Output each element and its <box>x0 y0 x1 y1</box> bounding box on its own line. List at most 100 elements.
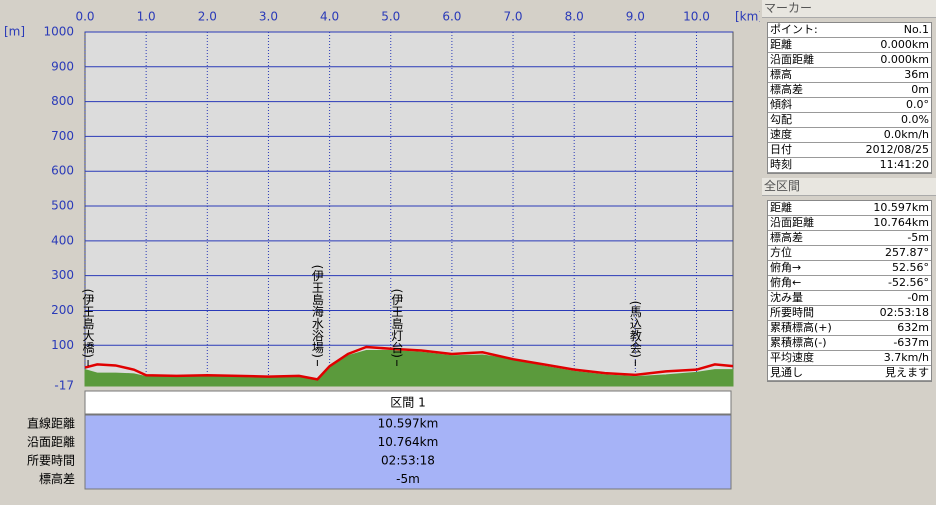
info-label: 勾配 <box>770 113 792 126</box>
info-value: 11:41:20 <box>879 158 929 171</box>
y-tick-label: -17 <box>54 379 74 393</box>
info-label: 方位 <box>770 246 792 259</box>
x-tick-label: 2.0 <box>198 10 217 24</box>
x-tick-label: 9.0 <box>626 10 645 24</box>
y-unit: [m] <box>4 25 25 39</box>
info-row: 累積標高(-) -637m <box>768 336 931 351</box>
info-value: -5m <box>907 231 929 244</box>
info-row: 俯角← -52.56° <box>768 276 931 291</box>
annotation: (馬込教会) <box>628 301 642 358</box>
annotation: (伊王島大橋) <box>81 289 95 358</box>
info-value: 0.0° <box>906 98 929 111</box>
x-tick-label: 3.0 <box>259 10 278 24</box>
section-value: 10.764km <box>378 435 439 449</box>
section-label: 直線距離 <box>27 416 75 431</box>
info-label: 平均速度 <box>770 351 814 364</box>
info-row: 勾配 0.0% <box>768 113 931 128</box>
info-panel: マーカー ポイント: No.1 距離 0.000km 沿面距離 0.000km 標高 36m 標… <box>762 0 936 505</box>
section-header-cell <box>84 390 732 415</box>
info-value: 10.764km <box>873 216 929 229</box>
info-row: 沈み量 -0m <box>768 291 931 306</box>
section-table <box>84 414 732 490</box>
info-label: 標高差 <box>770 231 803 244</box>
info-value: 257.87° <box>885 246 929 259</box>
x-tick-label: 4.0 <box>320 10 339 24</box>
y-tick-label: 500 <box>51 199 74 213</box>
y-tick-label: 1000 <box>43 25 74 39</box>
info-row: 日付 2012/08/25 <box>768 143 931 158</box>
x-tick-label: 0.0 <box>75 10 94 24</box>
info-value: 52.56° <box>892 261 929 274</box>
section-label: 所要時間 <box>27 454 75 468</box>
section-value: 10.597km <box>378 417 439 431</box>
section-value: -5m <box>396 472 420 486</box>
info-label: 速度 <box>770 128 792 141</box>
info-row: 速度 0.0km/h <box>768 128 931 143</box>
y-tick-label: 100 <box>51 338 74 352</box>
info-row: 標高差 0m <box>768 83 931 98</box>
info-row: ポイント: No.1 <box>768 23 931 38</box>
x-tick-label: 7.0 <box>503 10 522 24</box>
total-title: 全区間 <box>762 178 936 196</box>
info-row: 標高差 -5m <box>768 231 931 246</box>
x-unit: [km] <box>735 10 760 24</box>
info-label: 沈み量 <box>770 291 803 304</box>
info-label: 俯角← <box>770 276 802 289</box>
info-value: 632m <box>897 321 929 334</box>
info-value: 0m <box>911 83 929 96</box>
x-tick-label: 5.0 <box>381 10 400 24</box>
info-row: 俯角→ 52.56° <box>768 261 931 276</box>
info-value: No.1 <box>903 23 929 36</box>
profile-view: [m] [km] 区間 1 -17 100 200 300 400 500 600 700 80… <box>4 10 760 490</box>
info-label: ポイント: <box>770 23 818 36</box>
info-label: 累積標高(+) <box>770 321 832 334</box>
x-tick-label: 10.0 <box>683 10 710 24</box>
info-row: 沿面距離 10.764km <box>768 216 931 231</box>
info-value: 0.000km <box>880 38 929 51</box>
info-label: 距離 <box>770 38 792 51</box>
info-label: 累積標高(-) <box>770 336 827 349</box>
info-value: 02:53:18 <box>879 306 929 319</box>
y-tick-label: 700 <box>51 129 74 143</box>
info-label: 標高 <box>770 68 792 81</box>
plot-area <box>84 31 734 387</box>
info-label: 沿面距離 <box>770 216 814 229</box>
info-row: 見通し 見えます <box>768 366 931 381</box>
info-value: 36m <box>904 68 929 81</box>
y-tick-label: 300 <box>51 268 74 282</box>
info-value: -637m <box>893 336 929 349</box>
info-value: 2012/08/25 <box>865 143 929 156</box>
info-label: 日付 <box>770 143 792 156</box>
x-tick-label: 1.0 <box>137 10 156 24</box>
info-row: 沿面距離 0.000km <box>768 53 931 68</box>
y-tick-label: 200 <box>51 303 74 317</box>
info-value: 見えます <box>885 366 929 379</box>
section-value: 02:53:18 <box>381 454 435 468</box>
info-value: -0m <box>907 291 929 304</box>
y-tick-label: 900 <box>51 59 74 73</box>
info-row: 距離 0.000km <box>768 38 931 53</box>
y-tick-label: 800 <box>51 94 74 108</box>
info-row: 所要時間 02:53:18 <box>768 306 931 321</box>
info-label: 俯角→ <box>770 261 802 274</box>
marker-title: マーカー <box>762 0 936 18</box>
info-label: 標高差 <box>770 83 803 96</box>
info-label: 時刻 <box>770 158 792 171</box>
info-row: 時刻 11:41:20 <box>768 158 931 173</box>
x-tick-label: 6.0 <box>442 10 461 24</box>
annotation: (伊王島灯台) <box>390 289 404 358</box>
total-table: 距離 10.597km 沿面距離 10.764km 標高差 -5m 方位 257.87° 俯角→… <box>767 200 932 382</box>
info-value: 0.0km/h <box>883 128 929 141</box>
info-label: 傾斜 <box>770 98 792 111</box>
y-tick-label: 600 <box>51 164 74 178</box>
info-value: 0.0% <box>901 113 929 126</box>
info-row: 平均速度 3.7km/h <box>768 351 931 366</box>
info-value: 0.000km <box>880 53 929 66</box>
annotation: (伊王島海水浴場) <box>310 265 324 358</box>
x-tick-label: 8.0 <box>565 10 584 24</box>
info-row: 距離 10.597km <box>768 201 931 216</box>
track-line <box>84 345 734 381</box>
info-row: 累積標高(+) 632m <box>768 321 931 336</box>
info-value: 10.597km <box>873 201 929 214</box>
